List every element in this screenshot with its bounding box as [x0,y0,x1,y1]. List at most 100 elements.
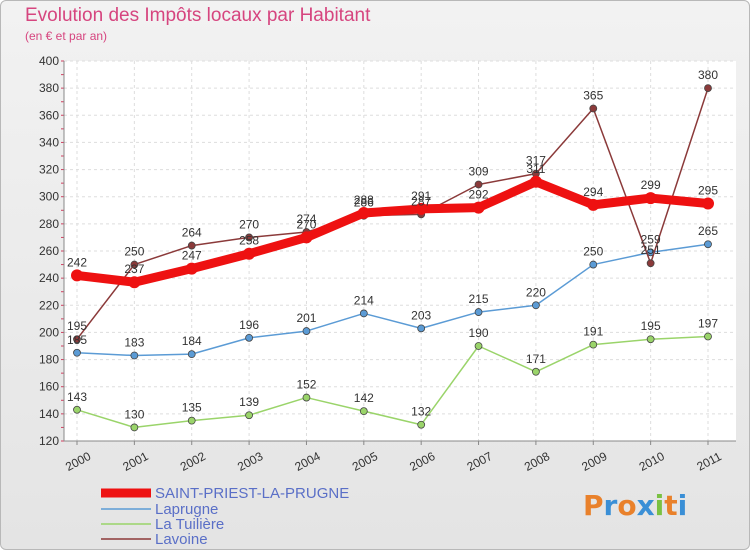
data-label: 130 [124,407,144,421]
legend-label: La Tuilière [155,516,224,533]
y-tick-label: 340 [39,135,59,149]
data-point [357,207,370,219]
data-label: 143 [67,390,87,404]
data-point [245,333,253,342]
data-point [73,335,81,344]
data-point [587,198,600,211]
data-label: 247 [182,249,202,263]
data-point [71,269,83,282]
data-point [704,240,712,249]
data-point [245,233,253,242]
y-tick-label: 180 [39,353,59,367]
data-point [589,260,598,269]
data-point [128,276,141,289]
data-label: 270 [239,217,259,231]
data-label: 139 [239,395,259,409]
data-point [415,202,428,215]
data-label: 201 [296,311,316,325]
y-tick-label: 300 [39,190,59,204]
x-tick-label: 2007 [465,449,495,474]
y-tick-label: 240 [39,271,59,285]
series-line [76,335,709,429]
data-point [130,260,139,269]
data-label: 242 [67,255,87,269]
data-label: 265 [698,224,718,238]
data-label: 270 [296,217,316,231]
data-label: 365 [583,89,603,103]
data-label: 215 [469,292,489,306]
data-label: 220 [526,285,546,299]
y-tick-label: 380 [39,81,59,95]
data-point [243,247,256,260]
data-point [73,348,81,357]
y-tick-label: 400 [39,54,59,68]
chart-title: Evolution des Impôts locaux par Habitant [25,5,371,26]
data-label: 274 [296,212,316,226]
data-point [472,201,485,214]
data-point [532,301,540,310]
data-label: 288 [354,193,374,207]
data-label: 135 [182,401,202,415]
data-label: 311 [526,162,545,176]
data-label: 250 [124,245,144,259]
y-tick-label: 360 [39,108,59,122]
data-label: 203 [411,308,431,322]
legend-label: SAINT-PRIEST-LA-PRUGNE [155,485,349,502]
data-label: 309 [469,165,489,179]
series-line [76,243,709,357]
data-label: 132 [411,405,431,419]
x-tick-label: 2002 [178,449,208,474]
data-point [187,241,196,250]
data-point [529,175,542,188]
data-point [302,327,311,335]
x-tick-label: 2001 [120,449,150,474]
legend-label: Lavoine [155,531,208,548]
data-label: 142 [354,391,374,405]
data-label: 251 [641,243,661,257]
data-point [417,324,426,333]
data-label: 190 [469,326,489,340]
y-tick-label: 140 [39,407,59,421]
data-label: 317 [526,154,546,168]
data-point [704,332,712,341]
y-tick-label: 260 [39,244,59,258]
data-point [646,259,655,268]
y-tick-label: 120 [39,434,59,448]
data-label: 214 [354,293,374,307]
data-label: 291 [411,189,431,203]
x-tick-label: 2004 [293,449,323,474]
data-point [474,342,483,350]
data-point [359,407,368,416]
data-label: 380 [698,68,718,82]
y-tick-label: 200 [39,325,59,339]
data-point [646,335,655,344]
data-point [302,393,311,402]
data-label: 259 [641,232,661,246]
data-label: 299 [641,178,661,192]
data-point [474,308,483,316]
x-tick-label: 2005 [350,449,380,474]
data-point [300,231,313,244]
data-point [130,423,139,432]
x-tick-label: 2008 [522,449,552,474]
data-point [185,262,198,275]
data-label: 152 [296,378,316,392]
x-tick-label: 2011 [694,449,724,474]
data-label: 287 [411,194,431,208]
data-label: 295 [698,184,718,198]
data-label: 171 [526,352,546,366]
proxiti-logo: Proxiti [583,489,688,522]
data-label: 294 [583,185,603,199]
x-tick-label: 2003 [235,449,265,474]
data-point [130,351,139,360]
data-point [704,84,712,93]
data-point [474,180,483,189]
legend-label: Laprugne [155,501,218,518]
data-label: 250 [583,245,603,259]
x-tick-label: 2010 [637,449,667,474]
data-label: 258 [239,234,259,248]
data-point [73,405,81,414]
data-point [359,309,368,318]
chart-subtitle: (en € et par an) [25,29,108,43]
